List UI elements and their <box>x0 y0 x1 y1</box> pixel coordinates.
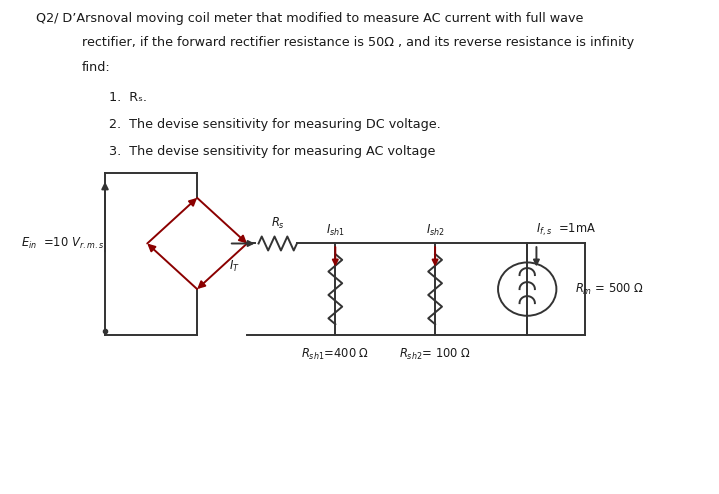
Text: find:: find: <box>82 61 111 74</box>
Text: $R_{sh2}$= 100 $\Omega$: $R_{sh2}$= 100 $\Omega$ <box>399 347 471 363</box>
Text: $I_{sh2}$: $I_{sh2}$ <box>426 223 444 238</box>
Text: $I_T$: $I_T$ <box>229 259 239 274</box>
Text: 1.  Rₛ.: 1. Rₛ. <box>109 91 147 104</box>
Text: $R_{sh1}$=400 $\Omega$: $R_{sh1}$=400 $\Omega$ <box>301 347 370 363</box>
Text: $R_s$: $R_s$ <box>271 216 285 231</box>
Text: rectifier, if the forward rectifier resistance is 50Ω , and its reverse resistan: rectifier, if the forward rectifier resi… <box>82 37 634 49</box>
Text: $R_m$ = 500 $\Omega$: $R_m$ = 500 $\Omega$ <box>574 282 644 297</box>
Text: 2.  The devise sensitivity for measuring DC voltage.: 2. The devise sensitivity for measuring … <box>109 118 441 131</box>
Text: $I_{sh1}$: $I_{sh1}$ <box>326 223 345 238</box>
Text: Q2/ D’Arsnoval moving coil meter that modified to measure AC current with full w: Q2/ D’Arsnoval moving coil meter that mo… <box>36 12 583 25</box>
Text: $I_{f,s}$  =1mA: $I_{f,s}$ =1mA <box>536 221 595 238</box>
Text: 3.  The devise sensitivity for measuring AC voltage: 3. The devise sensitivity for measuring … <box>109 145 435 158</box>
Text: $E_{in}$  =10 $V_{r.m.s}$: $E_{in}$ =10 $V_{r.m.s}$ <box>21 236 104 251</box>
